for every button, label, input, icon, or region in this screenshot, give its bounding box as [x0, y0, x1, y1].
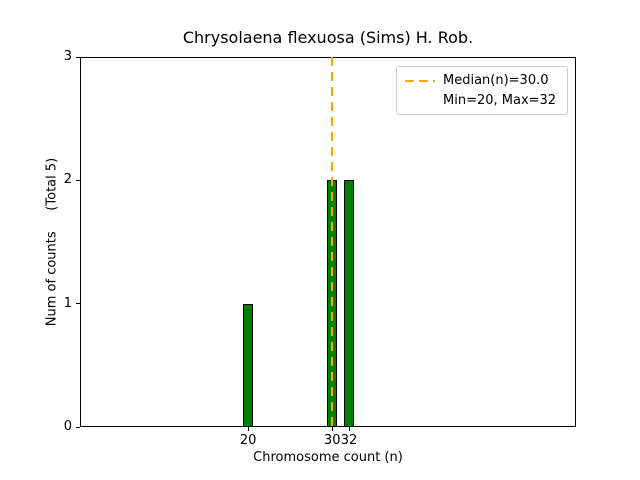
- x-tick-32: [348, 427, 350, 431]
- y-tick-label-0: 0: [63, 419, 72, 434]
- y-tick-0: [76, 426, 80, 428]
- y-tick-1: [76, 303, 80, 305]
- x-axis-label: Chromosome count (n): [253, 450, 403, 465]
- y-axis-label: Num of counts (Total 5): [44, 157, 60, 327]
- legend-sample-spacer: [405, 100, 435, 102]
- y-tick-label-2: 2: [63, 172, 72, 188]
- y-tick-label-1: 1: [63, 295, 72, 311]
- y-tick-2: [76, 179, 80, 181]
- bar-x20: [242, 303, 254, 427]
- legend-label-minmax: Min=20, Max=32: [443, 93, 557, 108]
- median-line: [331, 57, 334, 427]
- x-tick-label-30: 30: [323, 433, 341, 448]
- median-line-sample: [405, 79, 435, 82]
- x-tick-label-20: 20: [239, 433, 257, 448]
- x-tick-30: [331, 427, 333, 431]
- legend-entry-median: Median(n)=30.0: [405, 73, 559, 88]
- legend-label-median: Median(n)=30.0: [443, 73, 549, 88]
- y-tick-3: [76, 56, 80, 58]
- legend-entry-minmax: Min=20, Max=32: [405, 93, 559, 108]
- bar-x32: [343, 180, 355, 427]
- x-tick-label-32: 32: [340, 433, 358, 448]
- y-tick-label-3: 3: [63, 49, 72, 64]
- legend: Median(n)=30.0 Min=20, Max=32: [396, 66, 568, 115]
- chart-title: Chrysolaena flexuosa (Sims) H. Rob.: [182, 28, 474, 47]
- x-tick-20: [247, 427, 249, 431]
